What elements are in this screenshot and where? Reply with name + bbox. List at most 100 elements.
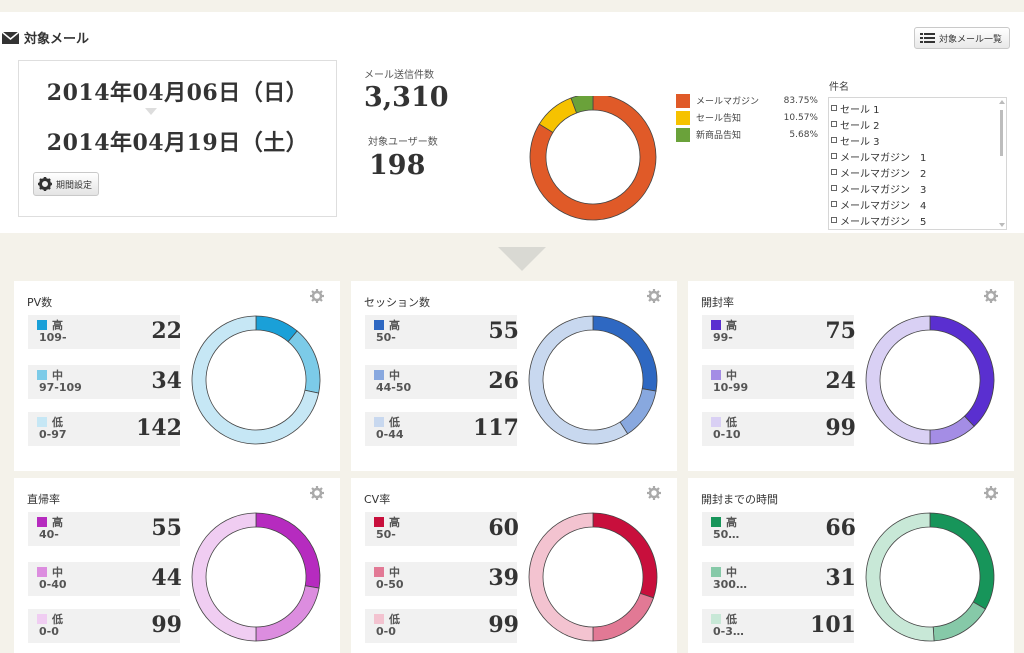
segment-swatch [374, 370, 384, 380]
subject-label: メールマガジン 3 [840, 184, 927, 196]
segment-row: 中 0-40 44 [28, 562, 182, 596]
period-setting-button[interactable]: 期間設定 [33, 172, 100, 196]
segment-swatch [37, 614, 47, 624]
subject-item[interactable]: セール 1 [831, 100, 1006, 116]
segment-level: 中 [52, 369, 63, 382]
segment-range: 0-50 [376, 578, 404, 591]
gear-icon[interactable] [984, 486, 998, 500]
segment-range: 40- [39, 528, 59, 541]
target-users-value: 198 [369, 150, 426, 181]
segment-level: 中 [52, 566, 63, 579]
checkbox[interactable] [831, 121, 837, 127]
metric-card: PV数 高 109- 22 中 97-109 34 低 0-97 142 [14, 281, 340, 471]
donut-slice-1 [929, 415, 975, 445]
segment-swatch [711, 417, 721, 427]
legend-item: セール告知 10.57% [676, 109, 818, 126]
gear-icon [38, 177, 52, 191]
segment-count: 22 [151, 318, 182, 344]
segment-level: 中 [389, 369, 400, 382]
subject-label: メールマガジン 5 [840, 216, 927, 228]
donut-slice-1 [592, 592, 654, 642]
segment-swatch [374, 614, 384, 624]
legend-swatch [676, 110, 690, 125]
segment-swatch [374, 320, 384, 330]
legend-percent: 10.57% [783, 112, 818, 123]
checkbox[interactable] [831, 201, 837, 207]
subject-list[interactable]: セール 1 セール 2 セール 3 メールマガジン 1 メールマガジン 2 メールマガジン… [828, 97, 1007, 230]
segment-count: 99 [488, 612, 519, 638]
subject-title: 件名 [829, 82, 849, 93]
segment-level: 低 [52, 416, 63, 429]
segment-range: 0-3… [713, 625, 744, 638]
segment-level: 高 [389, 516, 400, 529]
subject-item[interactable]: セール 3 [831, 132, 1006, 148]
gear-icon[interactable] [310, 289, 324, 303]
subject-item[interactable]: メールマガジン 3 [831, 180, 1006, 196]
mail-type-donut [529, 96, 657, 221]
subject-item[interactable]: メールマガジン 5 [831, 212, 1006, 228]
segment-donut [528, 315, 658, 445]
segment-range: 50- [376, 528, 396, 541]
period-end: 2014年04月19日（土） [46, 130, 309, 156]
segment-swatch [37, 370, 47, 380]
gear-icon[interactable] [984, 289, 998, 303]
subject-label: セール 1 [840, 104, 880, 116]
gear-icon[interactable] [310, 486, 324, 500]
metric-card: セッション数 高 50- 55 中 44-50 26 低 0-44 117 [351, 281, 677, 471]
metric-card: 開封までの時間 高 50… 66 中 300… 31 低 0-3… 101 [688, 478, 1014, 653]
segment-swatch [37, 567, 47, 577]
gear-icon[interactable] [647, 289, 661, 303]
subject-scrollbar[interactable] [998, 98, 1006, 229]
segment-row: 中 10-99 24 [702, 365, 856, 399]
segment-swatch [711, 614, 721, 624]
donut-slice-1 [932, 601, 986, 642]
subject-item[interactable]: メールマガジン 4 [831, 196, 1006, 212]
segment-count: 117 [473, 415, 519, 441]
segment-swatch [711, 370, 721, 380]
segment-level: 低 [726, 416, 737, 429]
segment-range: 0-0 [376, 625, 396, 638]
donut-slice-1 [619, 388, 657, 435]
checkbox[interactable] [831, 105, 837, 111]
segment-count: 66 [825, 515, 856, 541]
segment-row: 高 50… 66 [702, 512, 856, 546]
gear-icon[interactable] [647, 486, 661, 500]
segment-swatch [37, 417, 47, 427]
segment-count: 31 [825, 565, 856, 591]
donut-slice-1 [538, 97, 578, 133]
legend-percent: 5.68% [789, 129, 818, 140]
segment-level: 高 [52, 516, 63, 529]
segment-swatch [711, 320, 721, 330]
segment-range: 0-97 [39, 428, 67, 441]
checkbox[interactable] [831, 185, 837, 191]
segment-count: 101 [810, 612, 856, 638]
segment-level: 低 [389, 416, 400, 429]
checkbox[interactable] [831, 169, 837, 175]
subject-item[interactable]: メールマガジン 1 [831, 148, 1006, 164]
segment-donut [528, 512, 658, 642]
segment-level: 高 [52, 319, 63, 332]
period-start: 2014年04月06日（日） [46, 80, 309, 106]
period-button-label: 期間設定 [56, 180, 93, 191]
segment-level: 高 [389, 319, 400, 332]
segment-range: 0-0 [39, 625, 59, 638]
segment-row: 中 300… 31 [702, 562, 856, 596]
checkbox[interactable] [831, 217, 837, 223]
donut-slice-2 [570, 96, 594, 114]
segment-count: 60 [488, 515, 519, 541]
subject-item[interactable]: メールマガジン 2 [831, 164, 1006, 180]
segment-row: 低 0-44 117 [365, 412, 519, 446]
subject-item[interactable]: セール 2 [831, 116, 1006, 132]
card-title: セッション数 [364, 296, 430, 309]
segment-count: 34 [151, 368, 182, 394]
metric-card: 開封率 高 99- 75 中 10-99 24 低 0-10 99 [688, 281, 1014, 471]
checkbox[interactable] [831, 137, 837, 143]
segment-range: 10-99 [713, 381, 749, 394]
list-button-label: 対象メール一覧 [938, 34, 1002, 45]
donut-slice-2 [528, 512, 594, 642]
segment-row: 中 0-50 39 [365, 562, 519, 596]
subject-label: メールマガジン 1 [840, 152, 927, 164]
segment-count: 55 [488, 318, 519, 344]
checkbox[interactable] [831, 153, 837, 159]
target-mail-list-button[interactable]: 対象メール一覧 [913, 27, 1010, 49]
